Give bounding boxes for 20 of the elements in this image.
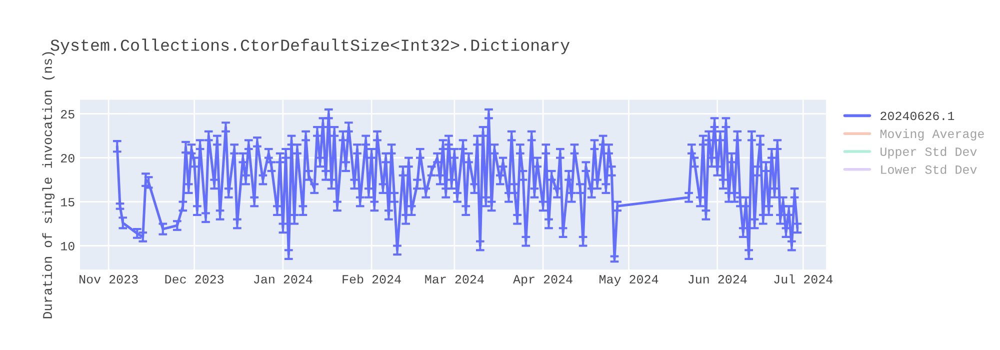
y-tick-label: 25 — [61, 110, 74, 118]
y-tick-label: 10 — [61, 242, 74, 250]
y-tick-label: 15 — [61, 198, 74, 206]
x-tick-label: Apr 2024 — [513, 275, 572, 286]
line-series — [116, 112, 800, 260]
legend-label: Moving Average — [880, 128, 984, 141]
x-tick-label: Jun 2024 — [688, 275, 747, 284]
y-tick-label: 20 — [61, 154, 74, 162]
y-axis-title: Duration of single invocation (ns) — [42, 52, 55, 318]
x-tick-label: Jan 2024 — [254, 275, 312, 284]
legend-label: 20240626.1 — [880, 112, 954, 120]
x-tick-label: May 2024 — [600, 275, 658, 286]
x-tick-label: Feb 2024 — [342, 274, 401, 284]
x-tick-label: Jul 2024 — [774, 274, 832, 284]
x-tick-label: Mar 2024 — [425, 275, 484, 284]
x-tick-label: Nov 2023 — [80, 275, 138, 284]
legend-label: Lower Std Dev — [881, 164, 977, 174]
x-tick-label: Dec 2023 — [165, 275, 224, 284]
legend-label: Upper Std Dev — [880, 146, 977, 158]
chart-title: System.Collections.CtorDefaultSize<Int32>.Dictionary — [50, 38, 570, 54]
